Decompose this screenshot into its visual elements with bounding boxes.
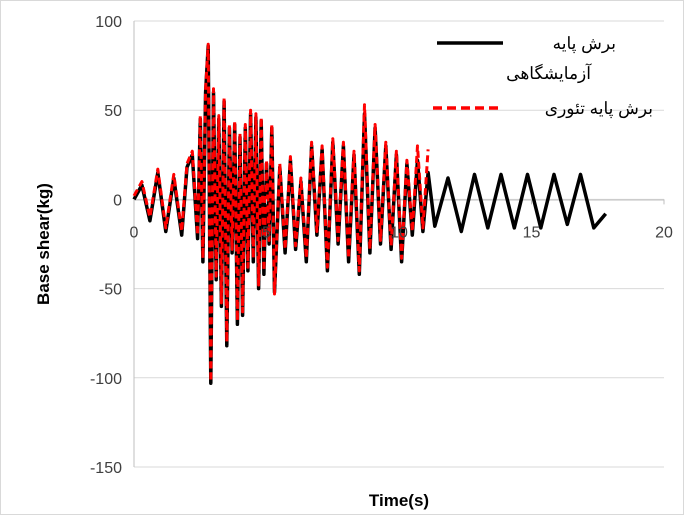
y-tick-labels: 100 50 0 -50 -100 -150	[90, 14, 122, 477]
y-axis-title: Base shear(kg)	[34, 183, 53, 305]
legend-label-theoretical: برش پایه تئوری	[545, 99, 653, 119]
y-tick-label: 50	[104, 103, 122, 120]
y-tick-label: -100	[90, 371, 122, 388]
y-tick-label: 100	[95, 14, 122, 31]
x-tick-label: 5	[262, 224, 271, 241]
y-tick-label: -150	[90, 460, 122, 477]
x-tick-label: 15	[523, 224, 541, 241]
y-tick-label: -50	[99, 282, 122, 299]
x-tick-label: 0	[130, 224, 139, 241]
x-tick-label: 20	[655, 224, 673, 241]
x-axis-title: Time(s)	[369, 491, 429, 510]
y-tick-label: 0	[113, 192, 122, 209]
legend-label-experimental: برش پایه آزمایشگاهی	[506, 34, 616, 84]
legend: برش پایه آزمایشگاهی برش پایه تئوری	[433, 34, 653, 119]
x-tick-label: 10	[390, 224, 408, 241]
series-layer	[134, 44, 606, 383]
